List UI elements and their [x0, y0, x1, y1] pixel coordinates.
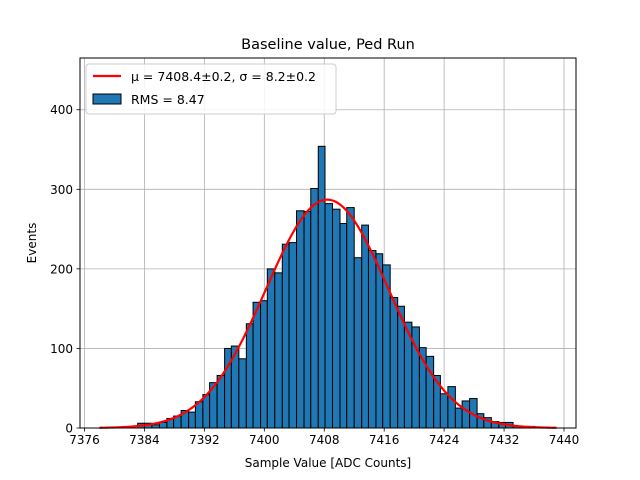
x-tick-label: 7424 [429, 433, 460, 447]
y-tick-label: 300 [50, 183, 73, 197]
legend-box [85, 63, 337, 115]
histogram-bar [389, 297, 399, 429]
plot-frame [79, 57, 577, 429]
gaussian-fit-curve [99, 198, 557, 429]
histogram-bar [245, 323, 254, 429]
histogram-bar [216, 374, 226, 429]
histogram-bar [202, 394, 211, 429]
histogram-bar [375, 253, 384, 429]
y-axis-label: Events [25, 223, 39, 264]
histogram-bar [303, 211, 312, 429]
y-tick-label: 200 [50, 262, 73, 276]
x-tick-label: 7392 [189, 433, 220, 447]
x-axis-label: Sample Value [ADC Counts] [245, 456, 411, 470]
histogram-bar [324, 203, 333, 429]
legend-fit-label: μ = 7408.4±0.2, σ = 8.2±0.2 [131, 69, 316, 84]
histogram-bar [274, 272, 283, 429]
histogram-bar [188, 411, 196, 429]
chart-title: Baseline value, Ped Run [241, 37, 415, 53]
x-tick-label: 7416 [369, 433, 400, 447]
x-tick-label: 7400 [249, 433, 280, 447]
histogram-bar [310, 187, 319, 429]
histogram-bar [296, 210, 305, 429]
histogram-bar [281, 243, 290, 429]
legend: μ = 7408.4±0.2, σ = 8.2±0.2 RMS = 8.47 [85, 63, 337, 115]
legend-hist-label: RMS = 8.47 [131, 92, 205, 107]
y-tick-label: 100 [50, 342, 73, 356]
histogram-bar [367, 250, 377, 429]
histogram-bar [454, 407, 463, 429]
x-tick-label: 7384 [129, 433, 160, 447]
histogram-bar [317, 145, 326, 429]
histogram-bar [346, 207, 355, 429]
histogram-bar [461, 400, 471, 429]
histogram-bar [252, 301, 262, 429]
histogram-bar [331, 208, 341, 429]
legend-hist-swatch [92, 93, 122, 105]
x-tick-label: 7376 [69, 433, 100, 447]
axis-ticks: 7376 7384 7392 7400 7408 7416 7424 7432 7440 0 100… [50, 103, 579, 447]
histogram-bar [288, 242, 298, 429]
x-tick-label: 7432 [489, 433, 520, 447]
y-tick-label: 400 [50, 103, 73, 117]
histogram-bar [238, 358, 247, 429]
fit-curve-layer [99, 198, 557, 429]
histogram-bar [353, 257, 363, 429]
histogram-bar [447, 386, 456, 429]
x-tick-label: 7440 [549, 433, 580, 447]
histogram-bar [439, 393, 449, 429]
histogram-bar [339, 223, 348, 429]
y-tick-label: 0 [65, 422, 73, 436]
x-tick-label: 7408 [309, 433, 340, 447]
histogram-bar [361, 224, 369, 429]
histogram-bar [260, 300, 268, 429]
histogram-bar [266, 268, 276, 429]
